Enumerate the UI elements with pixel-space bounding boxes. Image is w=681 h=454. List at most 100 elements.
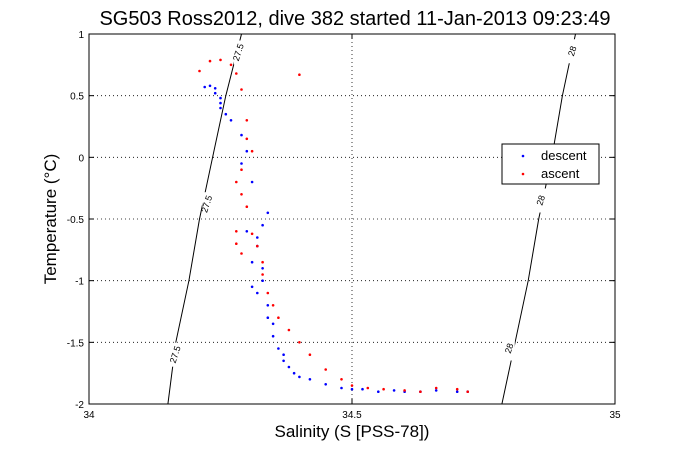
contour-label: 28 [534,194,547,207]
point-descent [308,378,312,381]
y-tick-label: -2 [75,400,84,411]
point-ascent [350,384,354,387]
point-ascent [466,390,470,394]
point-ascent [198,69,201,73]
point-descent [250,285,254,289]
point-ascent [366,386,370,390]
point-descent [261,267,264,270]
legend-label-ascent: ascent [541,166,580,181]
point-descent [324,383,328,386]
contour-label-bg [504,336,515,361]
contour-label-bg [233,40,244,65]
point-ascent [240,168,243,171]
point-ascent [266,291,270,295]
point-descent [240,133,243,137]
point-ascent [235,72,238,75]
point-descent [292,371,296,375]
data-points [198,58,470,394]
y-tick-label: -0.5 [67,215,85,226]
point-descent [266,304,270,307]
point-descent [350,387,354,391]
point-ascent [245,205,249,208]
point-descent [298,375,301,379]
y-tick-label: 1 [78,30,84,41]
point-descent [219,106,222,110]
point-descent [208,84,212,88]
point-ascent [250,149,254,153]
point-ascent [229,63,233,67]
point-descent [213,87,217,90]
point-descent [455,390,459,394]
point-ascent [271,304,275,307]
point-descent [287,365,291,369]
point-descent [434,389,438,392]
y-tick-label: -1 [75,277,84,288]
point-descent [361,387,364,391]
point-descent [271,322,275,326]
point-ascent [287,328,291,332]
point-ascent [403,389,406,392]
point-descent [377,390,380,394]
contour-label: 28 [566,45,579,58]
point-descent [340,386,343,390]
x-tick-label: 35 [609,410,621,421]
point-ascent [261,260,264,264]
point-ascent [255,244,259,248]
contour-label-bg [536,188,547,213]
point-ascent [419,390,422,394]
point-ascent [298,341,301,344]
legend-marker-ascent [521,172,525,176]
x-tick-label: 34 [83,410,95,421]
point-ascent [308,353,312,357]
point-ascent [245,137,249,141]
point-descent [271,334,275,338]
point-ascent [235,180,238,184]
point-ascent [277,316,280,320]
legend-box [501,143,600,185]
point-descent [240,162,243,165]
point-ascent [261,273,264,276]
y-tick-label: 0 [78,153,84,164]
point-descent [282,353,285,357]
point-ascent [324,368,328,371]
axis-ticks: 34 34.5 35 -2 -1.5 -1 -0.5 0 0.5 1 [67,30,621,421]
y-tick-label: -1.5 [67,338,85,349]
point-ascent [434,386,438,390]
legend-label-descent: descent [541,148,587,163]
contour-line-27.5 [167,33,242,405]
point-descent [266,211,270,215]
point-ascent [219,58,222,62]
point-ascent [340,378,343,381]
contour-label-bg [202,192,213,217]
point-ascent [240,193,243,196]
point-ascent [240,252,243,255]
point-descent [282,359,285,363]
grid [89,34,615,404]
point-descent [255,236,259,239]
point-descent [266,316,270,320]
point-ascent [250,232,254,236]
y-tick-label: 0.5 [70,92,84,103]
contour-line-28 [501,33,576,405]
point-ascent [382,387,385,391]
point-ascent [235,242,238,245]
point-descent [203,85,206,89]
y-axis-label: Temperature (°C) [41,154,60,285]
point-ascent [455,387,459,391]
x-axis-label: Salinity (S [PSS-78]) [275,422,430,441]
point-descent [250,260,254,264]
point-descent [213,91,217,95]
point-descent [261,223,264,227]
point-descent [245,230,249,233]
point-descent [229,119,233,122]
chart-title: SG503 Ross2012, dive 382 started 11-Jan-… [99,8,610,30]
point-descent [392,389,396,392]
point-descent [219,96,222,100]
contour-label: 28 [503,342,516,355]
point-descent [219,101,222,105]
point-descent [277,347,280,350]
point-descent [261,279,264,283]
point-ascent [240,88,243,91]
